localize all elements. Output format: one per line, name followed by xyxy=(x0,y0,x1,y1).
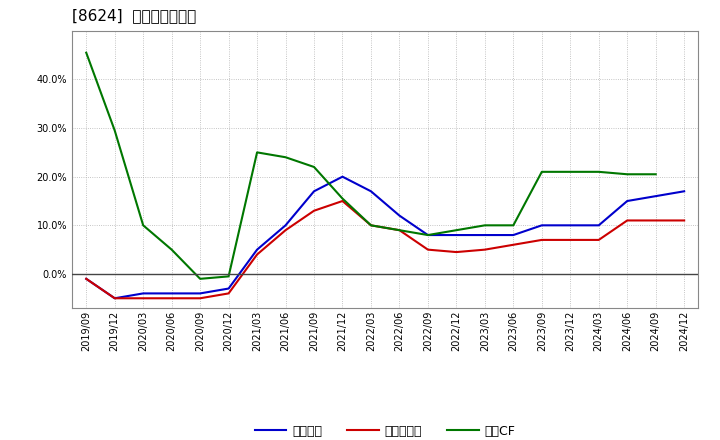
営業CF xyxy=(509,223,518,228)
経常利益 xyxy=(225,286,233,291)
経常利益 xyxy=(452,232,461,238)
経常利益 xyxy=(310,189,318,194)
当期純利益 xyxy=(452,249,461,255)
Text: [8624]  マージンの推移: [8624] マージンの推移 xyxy=(72,7,197,23)
Line: 経常利益: 経常利益 xyxy=(86,177,684,298)
経常利益 xyxy=(338,174,347,180)
営業CF xyxy=(452,227,461,233)
当期純利益 xyxy=(652,218,660,223)
当期純利益 xyxy=(282,227,290,233)
当期純利益 xyxy=(253,252,261,257)
当期純利益 xyxy=(225,291,233,296)
経常利益 xyxy=(509,232,518,238)
経常利益 xyxy=(623,198,631,204)
Legend: 経常利益, 当期純利益, 営業CF: 経常利益, 当期純利益, 営業CF xyxy=(250,420,521,440)
経常利益 xyxy=(537,223,546,228)
経常利益 xyxy=(82,276,91,282)
経常利益 xyxy=(395,213,404,218)
営業CF xyxy=(110,128,119,133)
Line: 営業CF: 営業CF xyxy=(86,53,656,279)
営業CF xyxy=(595,169,603,175)
当期純利益 xyxy=(537,237,546,242)
当期純利益 xyxy=(423,247,432,252)
経常利益 xyxy=(595,223,603,228)
当期純利益 xyxy=(139,296,148,301)
当期純利益 xyxy=(680,218,688,223)
営業CF xyxy=(480,223,489,228)
経常利益 xyxy=(566,223,575,228)
当期純利益 xyxy=(595,237,603,242)
当期純利益 xyxy=(167,296,176,301)
営業CF xyxy=(139,223,148,228)
経常利益 xyxy=(196,291,204,296)
営業CF xyxy=(310,164,318,169)
経常利益 xyxy=(253,247,261,252)
経常利益 xyxy=(282,223,290,228)
経常利益 xyxy=(680,189,688,194)
当期純利益 xyxy=(110,296,119,301)
営業CF xyxy=(652,172,660,177)
当期純利益 xyxy=(509,242,518,247)
営業CF xyxy=(623,172,631,177)
当期純利益 xyxy=(480,247,489,252)
当期純利益 xyxy=(366,223,375,228)
当期純利益 xyxy=(338,198,347,204)
当期純利益 xyxy=(310,208,318,213)
経常利益 xyxy=(423,232,432,238)
営業CF xyxy=(196,276,204,282)
経常利益 xyxy=(480,232,489,238)
当期純利益 xyxy=(566,237,575,242)
当期純利益 xyxy=(82,276,91,282)
経常利益 xyxy=(167,291,176,296)
Line: 当期純利益: 当期純利益 xyxy=(86,201,684,298)
当期純利益 xyxy=(196,296,204,301)
営業CF xyxy=(537,169,546,175)
営業CF xyxy=(167,247,176,252)
営業CF xyxy=(253,150,261,155)
当期純利益 xyxy=(395,227,404,233)
経常利益 xyxy=(366,189,375,194)
経常利益 xyxy=(139,291,148,296)
当期純利益 xyxy=(623,218,631,223)
営業CF xyxy=(395,227,404,233)
営業CF xyxy=(423,232,432,238)
営業CF xyxy=(338,196,347,201)
経常利益 xyxy=(110,296,119,301)
営業CF xyxy=(225,274,233,279)
営業CF xyxy=(366,223,375,228)
営業CF xyxy=(82,50,91,55)
営業CF xyxy=(566,169,575,175)
経常利益 xyxy=(652,194,660,199)
営業CF xyxy=(282,154,290,160)
